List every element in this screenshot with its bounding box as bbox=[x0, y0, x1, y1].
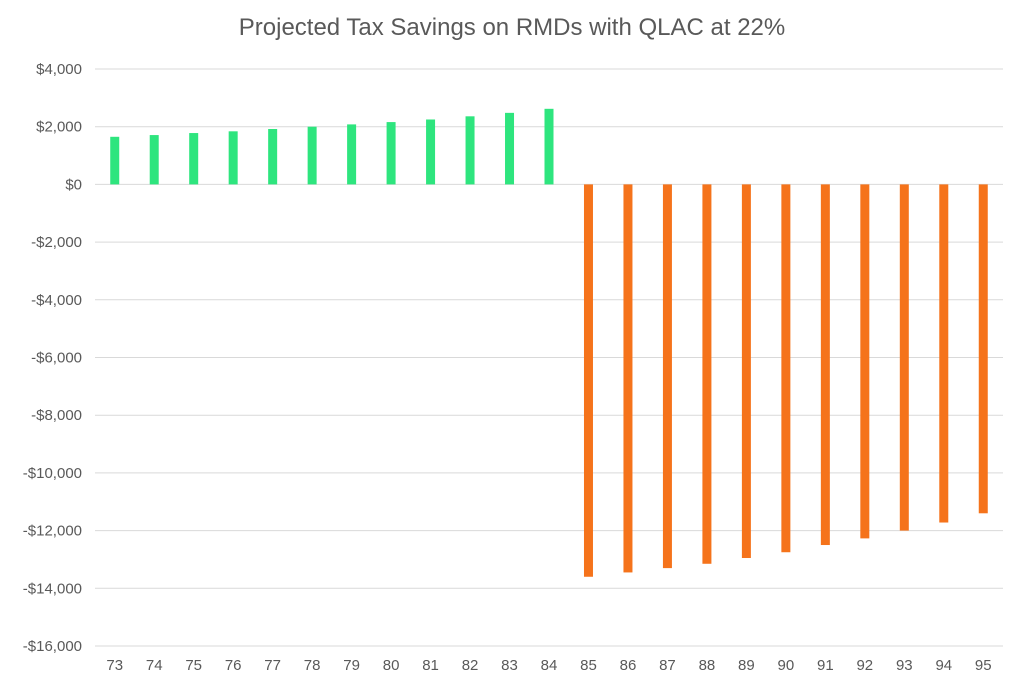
bar-78 bbox=[307, 126, 317, 185]
bar-79 bbox=[347, 124, 357, 185]
x-tick-label: 76 bbox=[225, 657, 242, 674]
x-tick-label: 83 bbox=[501, 657, 518, 674]
y-axis-ticks: $4,000 $2,000 $0 -$2,000 -$4,000 -$6,000 -$8,0… bbox=[23, 61, 82, 655]
x-tick-label: 93 bbox=[896, 657, 913, 674]
x-tick-label: 92 bbox=[856, 657, 873, 674]
y-tick-label: -$2,000 bbox=[31, 234, 82, 251]
y-tick-label: -$8,000 bbox=[31, 407, 82, 424]
bar-86 bbox=[623, 184, 633, 573]
chart-title: Projected Tax Savings on RMDs with QLAC … bbox=[238, 14, 786, 41]
y-tick-label: $0 bbox=[65, 176, 82, 193]
x-tick-label: 77 bbox=[264, 657, 281, 674]
bar-74 bbox=[149, 135, 159, 185]
bar-77 bbox=[268, 129, 278, 185]
x-tick-label: 78 bbox=[304, 657, 321, 674]
bar-84 bbox=[544, 108, 554, 185]
y-tick-label: $4,000 bbox=[36, 61, 82, 78]
bar-85 bbox=[583, 184, 593, 577]
bar-83 bbox=[505, 112, 515, 185]
x-tick-label: 90 bbox=[778, 657, 795, 674]
x-axis-ticks: 73 74 75 76 77 78 79 80 81 82 83 84 85 86 87 88 89 90 91 92… bbox=[106, 657, 991, 674]
x-tick-label: 73 bbox=[106, 657, 123, 674]
bar-82 bbox=[465, 116, 475, 185]
x-tick-label: 79 bbox=[343, 657, 360, 674]
bar-80 bbox=[386, 122, 396, 185]
bar-87 bbox=[662, 184, 672, 569]
bar-91 bbox=[820, 184, 830, 546]
y-tick-label: -$14,000 bbox=[23, 580, 82, 597]
x-tick-label: 84 bbox=[541, 657, 558, 674]
bar-73 bbox=[110, 136, 120, 185]
x-tick-label: 89 bbox=[738, 657, 755, 674]
y-tick-label: -$6,000 bbox=[31, 350, 82, 367]
bar-76 bbox=[228, 131, 238, 185]
x-tick-label: 82 bbox=[462, 657, 479, 674]
y-tick-label: -$10,000 bbox=[23, 465, 82, 482]
bars-layer bbox=[110, 108, 988, 577]
y-tick-label: -$16,000 bbox=[23, 638, 82, 655]
bar-93 bbox=[899, 184, 909, 531]
bar-89 bbox=[741, 184, 751, 559]
x-tick-label: 87 bbox=[659, 657, 676, 674]
y-tick-label: -$12,000 bbox=[23, 523, 82, 540]
bar-95 bbox=[978, 184, 988, 514]
x-tick-label: 80 bbox=[383, 657, 400, 674]
x-tick-label: 86 bbox=[620, 657, 637, 674]
y-tick-label: $2,000 bbox=[36, 119, 82, 136]
x-tick-label: 88 bbox=[699, 657, 716, 674]
x-tick-label: 74 bbox=[146, 657, 163, 674]
bar-94 bbox=[939, 184, 949, 523]
x-tick-label: 85 bbox=[580, 657, 597, 674]
x-tick-label: 91 bbox=[817, 657, 834, 674]
bar-90 bbox=[781, 184, 791, 553]
x-tick-label: 94 bbox=[935, 657, 952, 674]
x-tick-label: 95 bbox=[975, 657, 992, 674]
x-tick-label: 75 bbox=[185, 657, 202, 674]
bar-92 bbox=[860, 184, 870, 539]
bar-81 bbox=[426, 119, 436, 185]
x-tick-label: 81 bbox=[422, 657, 439, 674]
y-tick-label: -$4,000 bbox=[31, 292, 82, 309]
bar-75 bbox=[189, 133, 199, 185]
bar-88 bbox=[702, 184, 712, 564]
